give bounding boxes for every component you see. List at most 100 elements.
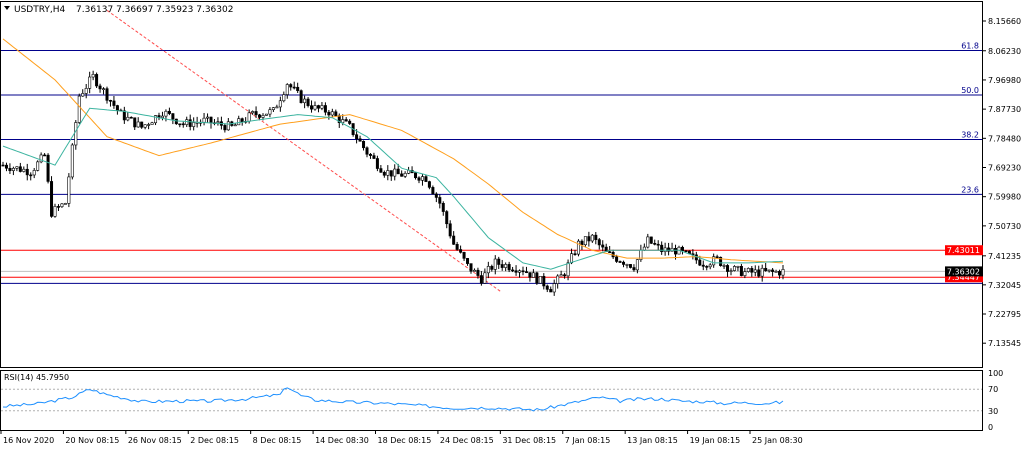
candle-body-bearish <box>254 111 258 116</box>
candle-body-bearish <box>632 267 636 271</box>
candle-body-bearish <box>355 134 359 140</box>
candle-body-bullish <box>722 265 726 267</box>
candle-body-bearish <box>424 176 428 182</box>
candle-body-bullish <box>160 115 164 119</box>
candle-body-bullish <box>570 253 574 264</box>
candle-body-bearish <box>455 244 459 250</box>
candle-body-bullish <box>81 93 85 97</box>
candle-body-bearish <box>514 270 518 273</box>
candle-body-bearish <box>181 123 185 126</box>
candle-body-bearish <box>188 119 192 127</box>
candle-body-bearish <box>622 261 626 265</box>
candle-body-bearish <box>535 272 539 284</box>
candle-body-bullish <box>732 266 736 271</box>
candle-body-bullish <box>15 166 19 169</box>
candle-body-bearish <box>497 258 501 265</box>
symbol-timeframe: USDTRY,H4 <box>14 5 66 15</box>
price-tick-label: 7.59980 <box>988 193 1021 202</box>
candle-body-bearish <box>323 105 327 113</box>
candle-body-bullish <box>781 269 785 276</box>
price-tick-label: 7.87730 <box>988 105 1021 114</box>
candle-body-bearish <box>4 164 8 169</box>
candle-body-bearish <box>358 138 362 142</box>
candle-body-bearish <box>674 248 678 255</box>
candle-body-bearish <box>563 274 567 277</box>
candle-body-bearish <box>434 193 438 198</box>
candle-body-bullish <box>313 105 317 110</box>
candle-body-bearish <box>50 181 54 217</box>
price-tick-label: 7.32045 <box>988 281 1021 290</box>
candle-body-bearish <box>105 88 109 101</box>
price-tick-label: 7.69230 <box>988 163 1021 172</box>
candle-body-bullish <box>712 256 716 266</box>
candle-body-bullish <box>53 206 57 217</box>
time-tick-label: 16 Nov 2020 <box>3 436 54 445</box>
candle-body-bearish <box>739 265 743 276</box>
candle-body-bearish <box>379 168 383 173</box>
candle-body-bearish <box>618 261 622 263</box>
time-tick-label: 24 Dec 08:15 <box>440 436 494 445</box>
candle-body-bullish <box>320 105 324 109</box>
candle-body-bullish <box>767 269 771 272</box>
time-tick-label: 8 Dec 08:15 <box>253 436 302 445</box>
candle-body-bullish <box>251 111 255 114</box>
candle-body-bullish <box>136 121 140 128</box>
fib-level-label: 61.8 <box>961 42 979 51</box>
dashed-trendline <box>106 10 501 292</box>
candle-body-bearish <box>594 234 598 240</box>
candle-body-bullish <box>483 272 487 284</box>
candle-body-bearish <box>29 174 33 177</box>
candle-body-bullish <box>147 124 151 126</box>
candle-body-bullish <box>36 161 40 171</box>
candle-body-bullish <box>518 270 522 273</box>
dropdown-triangle-icon[interactable] <box>4 6 10 10</box>
moving-average-slow <box>2 38 784 264</box>
candle-body-bullish <box>261 115 265 118</box>
candle-body-bearish <box>764 267 768 271</box>
candle-body-bearish <box>258 114 262 118</box>
candle-body-bearish <box>726 265 730 272</box>
candle-body-bullish <box>74 122 78 146</box>
candle-body-bearish <box>362 140 366 149</box>
candle-body-bearish <box>98 85 102 90</box>
candle-body-bearish <box>698 259 702 266</box>
candle-body-bearish <box>389 170 393 177</box>
candle-body-bearish <box>466 258 470 264</box>
current-price-tag-background <box>945 266 983 277</box>
candle-body-bullish <box>538 276 542 284</box>
candle-body-bearish <box>719 256 723 266</box>
candle-body-bearish <box>299 90 303 104</box>
price-axis: 8.15660 8.06230 7.96980 7.87730 7.78480 7.692… <box>982 17 1021 348</box>
candle-body-bearish <box>701 264 705 267</box>
candle-body-bullish <box>88 76 92 89</box>
candle-body-bearish <box>56 206 60 208</box>
candle-body-bullish <box>102 88 106 90</box>
candle-body-bullish <box>663 247 667 252</box>
candle-body-bullish <box>39 154 43 163</box>
candle-body-bearish <box>601 244 605 248</box>
candle-body-bullish <box>330 111 334 116</box>
candle-body-bullish <box>143 124 147 128</box>
candle-body-bearish <box>129 116 133 119</box>
candle-body-bearish <box>549 289 553 293</box>
candle-body-bearish <box>628 264 632 268</box>
candle-body-bearish <box>445 211 449 225</box>
candle-body-bullish <box>566 262 570 277</box>
candle-body-bearish <box>459 249 463 253</box>
candle-body-bearish <box>615 256 619 262</box>
candle-body-bullish <box>32 170 36 176</box>
rsi-tick-label: 70 <box>988 385 998 394</box>
time-tick-label: 26 Nov 08:15 <box>128 436 182 445</box>
fib-level-label: 23.6 <box>961 185 979 194</box>
candle-body-bearish <box>108 100 112 102</box>
candle-body-bearish <box>656 243 660 246</box>
candle-body-bearish <box>292 86 296 89</box>
time-axis: 16 Nov 2020 20 Nov 08:15 26 Nov 08:15 2 Dec… <box>0 430 803 445</box>
candle-body-bearish <box>528 272 532 278</box>
candle-body-bearish <box>95 74 99 87</box>
price-tick-label: 7.41235 <box>988 252 1021 261</box>
moving-average-fast <box>2 107 784 270</box>
candle-body-bullish <box>202 117 206 123</box>
candle-body-bullish <box>531 272 535 278</box>
